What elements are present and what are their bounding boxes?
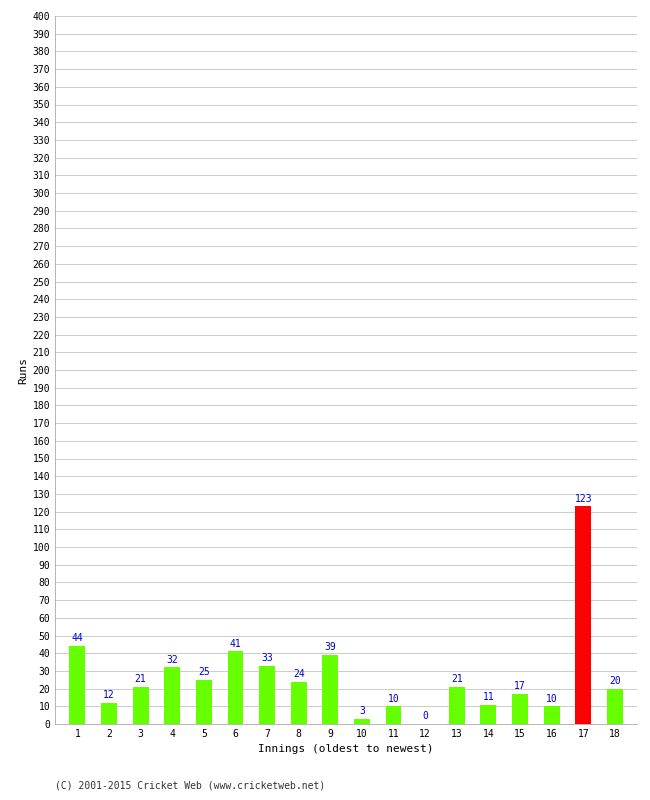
Text: 21: 21: [451, 674, 463, 684]
Text: 21: 21: [135, 674, 146, 684]
Text: 44: 44: [72, 634, 83, 643]
Bar: [449, 687, 465, 724]
Text: 25: 25: [198, 667, 210, 677]
Text: 33: 33: [261, 653, 273, 663]
Bar: [512, 694, 528, 724]
Y-axis label: Runs: Runs: [19, 357, 29, 383]
Bar: [544, 706, 560, 724]
Bar: [259, 666, 275, 724]
Text: (C) 2001-2015 Cricket Web (www.cricketweb.net): (C) 2001-2015 Cricket Web (www.cricketwe…: [55, 781, 326, 790]
Bar: [575, 506, 591, 724]
Bar: [196, 680, 212, 724]
Bar: [227, 651, 243, 724]
Bar: [354, 718, 370, 724]
Text: 32: 32: [166, 654, 178, 665]
Text: 12: 12: [103, 690, 115, 700]
Text: 3: 3: [359, 706, 365, 716]
X-axis label: Innings (oldest to newest): Innings (oldest to newest): [259, 745, 434, 754]
Text: 10: 10: [387, 694, 400, 704]
Bar: [322, 655, 338, 724]
Text: 11: 11: [482, 692, 494, 702]
Bar: [291, 682, 307, 724]
Bar: [480, 705, 497, 724]
Text: 20: 20: [609, 676, 621, 686]
Bar: [101, 702, 117, 724]
Text: 10: 10: [546, 694, 558, 704]
Text: 0: 0: [422, 711, 428, 722]
Text: 17: 17: [514, 682, 526, 691]
Bar: [607, 689, 623, 724]
Text: 24: 24: [292, 669, 305, 679]
Bar: [385, 706, 402, 724]
Text: 41: 41: [229, 638, 241, 649]
Text: 39: 39: [324, 642, 336, 652]
Bar: [164, 667, 180, 724]
Text: 123: 123: [575, 494, 592, 504]
Bar: [70, 646, 85, 724]
Bar: [133, 687, 148, 724]
